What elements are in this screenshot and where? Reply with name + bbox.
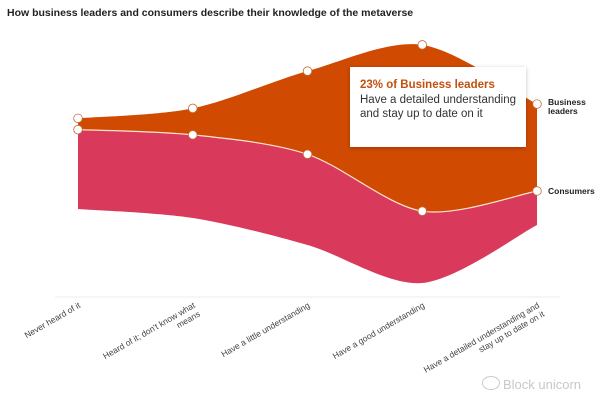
x-tick-label: Have a little understanding <box>219 300 311 359</box>
data-point-consumers[interactable] <box>417 206 427 216</box>
chart-title: How business leaders and consumers descr… <box>7 7 414 19</box>
data-point-business-leaders[interactable] <box>302 66 313 76</box>
data-point-business-leaders[interactable] <box>73 113 83 123</box>
data-point-consumers[interactable] <box>302 149 313 159</box>
watermark-text: Block unicorn <box>503 377 582 392</box>
area-consumers <box>78 129 537 284</box>
x-tick-label: Heard of it; don't know whatmeans <box>101 300 202 370</box>
annotation-headline: 23% of Business leaders <box>360 79 495 91</box>
x-tick-label: Have a detailed understanding andstay up… <box>422 300 547 384</box>
data-point-business-leaders[interactable] <box>417 40 427 50</box>
series-label-business-leaders: Business leaders <box>548 97 586 116</box>
data-point-consumers[interactable] <box>188 130 198 140</box>
watermark: Block unicorn <box>482 376 581 392</box>
data-point-business-leaders[interactable] <box>532 99 542 109</box>
series-label-consumers: Consumers <box>548 186 595 196</box>
data-point-business-leaders[interactable] <box>188 103 198 114</box>
data-point-consumers[interactable] <box>532 186 542 196</box>
wechat-icon <box>482 376 500 390</box>
x-tick-label: Have a good understanding <box>331 300 427 361</box>
annotation-callout: 23% of Business leaders Have a detailed … <box>350 67 526 147</box>
data-point-consumers[interactable] <box>73 124 83 135</box>
x-tick-label: Never heard of it <box>23 300 83 340</box>
annotation-body: Have a detailed understanding and stay u… <box>360 94 517 120</box>
